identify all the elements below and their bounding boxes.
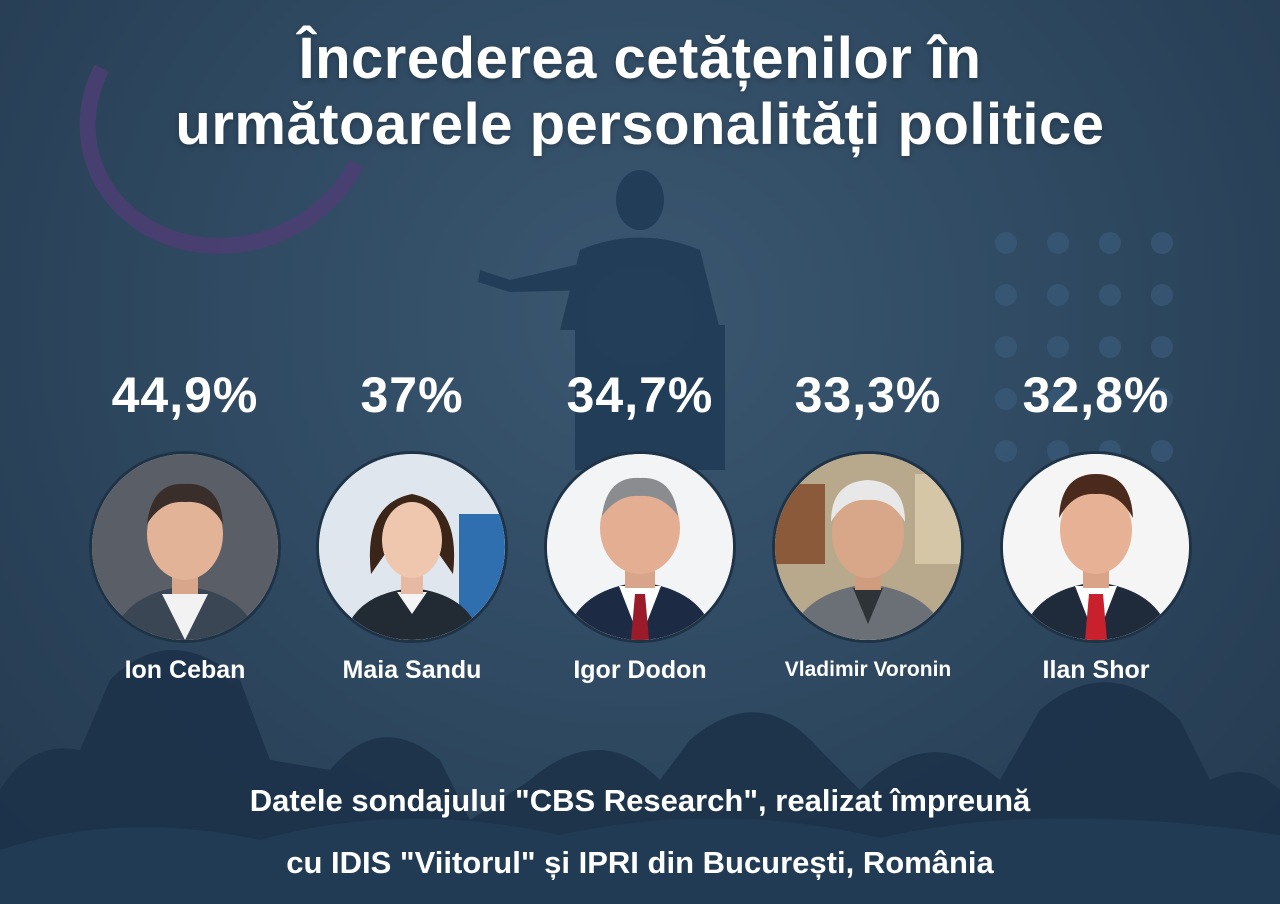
page-title: Încrederea cetățenilor în următoarele pe… (0, 26, 1280, 158)
decorative-dots (995, 232, 1225, 472)
speaker-silhouette (478, 170, 725, 470)
trust-percentage: 37% (360, 367, 464, 423)
portrait-icon (92, 454, 278, 640)
candidate-name: Vladimir Voronin (784, 658, 952, 681)
candidate-photo (89, 451, 281, 643)
title-line-1: Încrederea cetățenilor în (298, 26, 982, 91)
candidate-list: 44,9% Ion Ceban 37% (0, 365, 1280, 695)
candidate-card-ilan-shor: 32,8% Ilan Shor (981, 365, 1211, 685)
candidate-photo (316, 451, 508, 643)
candidate-photo (1000, 451, 1192, 643)
trust-percentage: 44,9% (111, 367, 259, 423)
source-note: Datele sondajului "CBS Research", realiz… (0, 770, 1280, 894)
candidate-name: Igor Dodon (573, 656, 707, 684)
candidate-card-igor-dodon: 34,7% Igor Dodon (525, 365, 755, 685)
source-note-line-2: cu IDIS "Viitorul" și IPRI din București… (286, 845, 994, 880)
candidate-name: Maia Sandu (342, 656, 482, 684)
portrait-icon (319, 454, 505, 640)
title-line-2: următoarele personalități politice (175, 92, 1105, 157)
candidate-name: Ion Ceban (124, 656, 246, 684)
trust-percentage: 34,7% (566, 367, 714, 423)
candidate-card-vladimir-voronin: 33,3% Vladimir Voronin (753, 365, 983, 685)
trust-percentage: 32,8% (1022, 367, 1170, 423)
candidate-card-maia-sandu: 37% Maia Sandu (297, 365, 527, 685)
audience-silhouette (0, 650, 1280, 904)
candidate-photo (544, 451, 736, 643)
portrait-icon (547, 454, 733, 640)
trust-percentage: 33,3% (794, 367, 942, 423)
candidate-photo (772, 451, 964, 643)
portrait-icon (1003, 454, 1189, 640)
portrait-icon (775, 454, 961, 640)
candidate-name: Ilan Shor (1042, 656, 1150, 684)
candidate-card-ion-ceban: 44,9% Ion Ceban (70, 365, 300, 685)
source-note-line-1: Datele sondajului "CBS Research", realiz… (249, 783, 1031, 818)
